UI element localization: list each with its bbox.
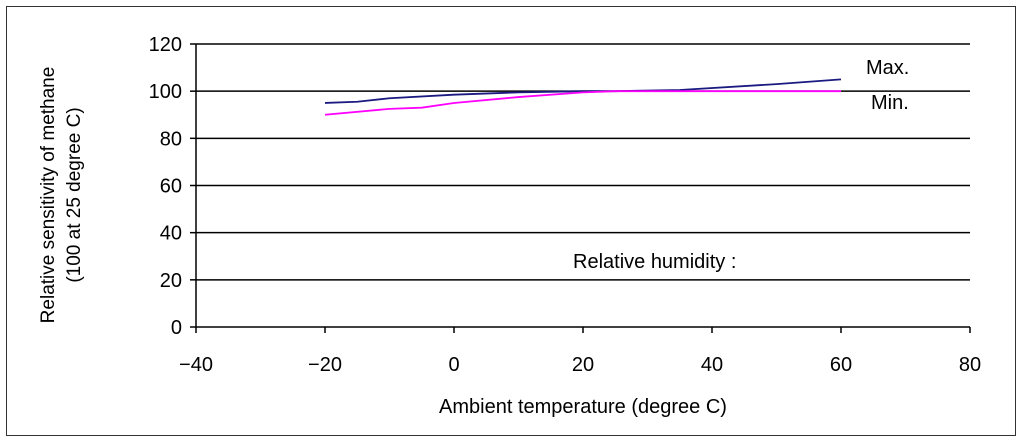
y-tick-label: 100 [149, 81, 182, 103]
x-tick-label: 0 [448, 354, 459, 376]
series-line-min [324, 90, 841, 116]
y-tick-label: 120 [149, 34, 182, 56]
legend-label: Max. [866, 57, 909, 79]
annotation: Relative humidity : [573, 251, 736, 273]
y-axis-label: Relative sensitivity of methane [38, 67, 59, 324]
y-axis-label-2: (100 at 25 degree C) [64, 107, 85, 282]
y-tick-label: 80 [160, 128, 182, 150]
series-line-max [324, 78, 842, 104]
x-tick-label: 60 [830, 354, 852, 376]
y-tick-label: 40 [160, 223, 182, 245]
x-tick-label: 20 [572, 354, 594, 376]
x-axis-label: Ambient temperature (degree C) [439, 396, 727, 418]
chart-frame [6, 6, 1016, 436]
legend-label: Min. [871, 92, 909, 114]
y-tick-label: 60 [160, 176, 182, 198]
x-tick-label: 40 [701, 354, 723, 376]
x-tick-label: −20 [308, 354, 342, 376]
y-tick-label: 0 [171, 317, 182, 339]
x-tick-label: −40 [179, 354, 213, 376]
x-tick-label: 80 [959, 354, 981, 376]
y-tick-label: 20 [160, 270, 182, 292]
